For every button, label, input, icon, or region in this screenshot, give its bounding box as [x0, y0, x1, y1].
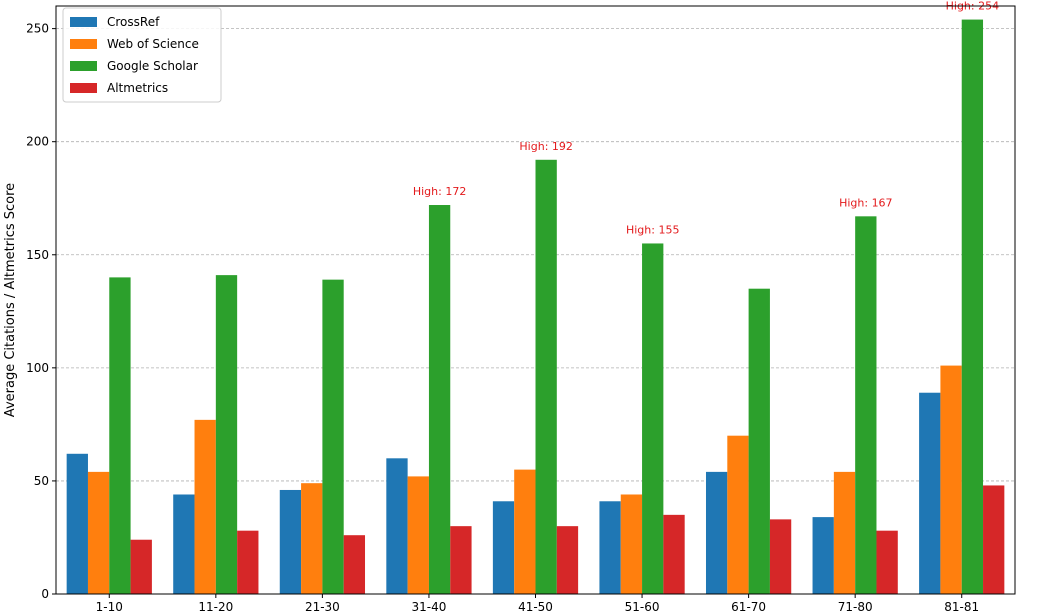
- bar-web-of-science: [620, 494, 643, 594]
- y-axis-title: Average Citations / Altmetrics Score: [3, 183, 18, 417]
- annotation-label: High: 167: [839, 196, 892, 209]
- bar-web-of-science: [940, 365, 962, 594]
- legend-label: CrossRef: [107, 15, 160, 29]
- bar-google-scholar: [642, 243, 664, 594]
- annotation-label: High: 155: [626, 223, 679, 236]
- bar-google-scholar: [428, 205, 451, 594]
- bar-google-scholar: [748, 288, 770, 594]
- legend-swatch: [70, 61, 97, 71]
- bar-altmetrics: [663, 514, 685, 594]
- annotation-label: High: 192: [519, 140, 572, 153]
- bar-google-scholar: [961, 19, 984, 595]
- x-tick-label: 71-80: [838, 600, 873, 614]
- y-axis: 0 50 100 150 200 250: [26, 22, 56, 601]
- legend-box: [62, 7, 222, 103]
- bar-crossref: [599, 501, 621, 594]
- annotation-label: High: 172: [413, 185, 466, 198]
- bar-crossref: [279, 489, 302, 594]
- bar-crossref: [386, 458, 408, 594]
- bar-altmetrics: [769, 519, 792, 594]
- y-tick-label: 0: [41, 587, 49, 601]
- y-tick-label: 200: [26, 135, 49, 149]
- x-tick-label: 81-81: [944, 600, 979, 614]
- x-axis: 1-10 11-20 21-30 31-40 41-50 51-60 61-70 71-80 8…: [96, 594, 979, 614]
- bar-google-scholar: [215, 275, 238, 594]
- y-tick-label: 50: [34, 474, 49, 488]
- bar-web-of-science: [301, 483, 323, 594]
- x-tick-label: 41-50: [518, 600, 553, 614]
- bars: [66, 19, 1005, 595]
- y-tick-label: 100: [26, 361, 49, 375]
- bar-crossref: [173, 494, 195, 594]
- bar-web-of-science: [833, 471, 856, 594]
- bar-web-of-science: [727, 435, 749, 594]
- bar-altmetrics: [343, 535, 366, 594]
- legend: CrossRef Web of Science Google Scholar Altm…: [62, 7, 222, 103]
- bar-crossref: [492, 501, 515, 594]
- bar-web-of-science: [407, 476, 429, 594]
- x-tick-label: 11-20: [198, 600, 233, 614]
- legend-swatch: [70, 17, 97, 27]
- bar-altmetrics: [450, 526, 472, 594]
- bar-altmetrics: [130, 539, 152, 594]
- bar-altmetrics: [237, 530, 259, 594]
- x-tick-label: 1-10: [96, 600, 123, 614]
- x-tick-label: 31-40: [412, 600, 447, 614]
- bar-google-scholar: [855, 216, 877, 595]
- bar-web-of-science: [514, 469, 536, 594]
- x-tick-label: 61-70: [731, 600, 766, 614]
- bar-web-of-science: [87, 471, 110, 594]
- bar-crossref: [66, 453, 88, 594]
- legend-label: Web of Science: [107, 37, 199, 51]
- bar-altmetrics: [983, 485, 1005, 594]
- y-tick-label: 150: [26, 248, 49, 262]
- legend-swatch: [70, 39, 97, 49]
- x-tick-label: 51-60: [625, 600, 660, 614]
- legend-label: Altmetrics: [107, 81, 168, 95]
- bar-google-scholar: [322, 279, 344, 594]
- bar-web-of-science: [194, 419, 216, 594]
- bar-crossref: [919, 392, 941, 594]
- legend-label: Google Scholar: [107, 59, 198, 73]
- bar-crossref: [812, 517, 834, 594]
- bar-altmetrics: [556, 526, 579, 594]
- bar-altmetrics: [876, 530, 898, 594]
- bar-google-scholar: [109, 277, 131, 594]
- x-tick-label: 21-30: [305, 600, 340, 614]
- bar-google-scholar: [535, 159, 557, 595]
- y-tick-label: 250: [26, 22, 49, 36]
- bar-crossref: [705, 471, 728, 594]
- legend-swatch: [70, 83, 97, 93]
